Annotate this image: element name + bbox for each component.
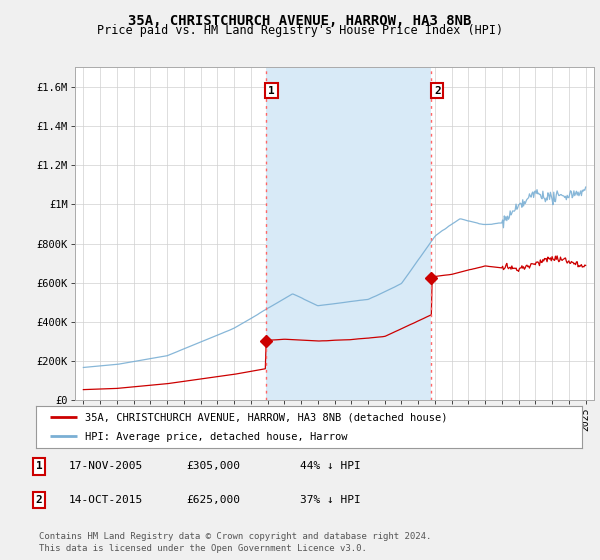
- Text: 2: 2: [35, 495, 43, 505]
- Text: 37% ↓ HPI: 37% ↓ HPI: [300, 495, 361, 505]
- Text: 1: 1: [268, 86, 275, 96]
- Text: 2: 2: [434, 86, 440, 96]
- Text: 17-NOV-2005: 17-NOV-2005: [69, 461, 143, 472]
- Text: 35A, CHRISTCHURCH AVENUE, HARROW, HA3 8NB (detached house): 35A, CHRISTCHURCH AVENUE, HARROW, HA3 8N…: [85, 412, 448, 422]
- Text: 35A, CHRISTCHURCH AVENUE, HARROW, HA3 8NB: 35A, CHRISTCHURCH AVENUE, HARROW, HA3 8N…: [128, 14, 472, 28]
- Text: HPI: Average price, detached house, Harrow: HPI: Average price, detached house, Harr…: [85, 432, 347, 442]
- Text: 44% ↓ HPI: 44% ↓ HPI: [300, 461, 361, 472]
- Text: Contains HM Land Registry data © Crown copyright and database right 2024.
This d: Contains HM Land Registry data © Crown c…: [39, 533, 431, 553]
- Text: 14-OCT-2015: 14-OCT-2015: [69, 495, 143, 505]
- Text: Price paid vs. HM Land Registry's House Price Index (HPI): Price paid vs. HM Land Registry's House …: [97, 24, 503, 37]
- Text: £305,000: £305,000: [186, 461, 240, 472]
- Text: £625,000: £625,000: [186, 495, 240, 505]
- Bar: [266, 67, 431, 400]
- Text: 1: 1: [35, 461, 43, 472]
